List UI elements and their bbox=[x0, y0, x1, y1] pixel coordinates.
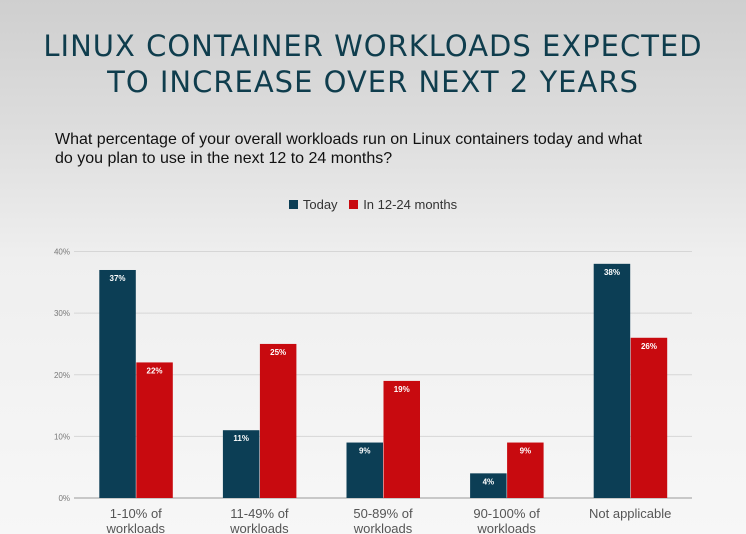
bar-future bbox=[259, 343, 297, 498]
bar-future bbox=[630, 337, 668, 498]
legend-swatch-today bbox=[288, 200, 298, 210]
x-tick-label: workloads bbox=[106, 521, 166, 534]
legend-item-future: In 12-24 months bbox=[349, 197, 457, 212]
y-tick-label: 0% bbox=[58, 494, 70, 503]
y-tick-label: 40% bbox=[54, 248, 70, 257]
data-label: 25% bbox=[270, 348, 286, 357]
data-label: 9% bbox=[520, 447, 532, 456]
bar-today bbox=[470, 473, 507, 498]
x-tick-label: workloads bbox=[476, 521, 536, 534]
chart-question-line-2: do you plan to use in the next 12 to 24 … bbox=[55, 150, 393, 167]
data-label: 37% bbox=[110, 274, 126, 283]
bar-today bbox=[346, 442, 383, 498]
data-label: 19% bbox=[394, 385, 410, 394]
bar-future bbox=[507, 442, 544, 498]
x-tick-label: 50-89% of bbox=[353, 506, 413, 521]
x-tick-label: 90-100% of bbox=[473, 506, 540, 521]
data-label: 4% bbox=[483, 477, 495, 486]
x-tick-label: workloads bbox=[353, 521, 413, 534]
bar-today bbox=[222, 430, 260, 498]
data-label: 9% bbox=[359, 447, 371, 456]
y-tick-label: 10% bbox=[54, 432, 70, 441]
y-tick-label: 20% bbox=[54, 371, 70, 380]
chart-title: LINUX CONTAINER WORKLOADS EXPECTED TO IN… bbox=[0, 28, 746, 100]
chart-question: What percentage of your overall workload… bbox=[55, 130, 705, 168]
x-tick-label: Not applicable bbox=[589, 506, 671, 521]
bar-future bbox=[383, 380, 420, 498]
legend-label-future: In 12-24 months bbox=[363, 197, 458, 212]
chart-legend: Today In 12-24 months bbox=[0, 197, 746, 212]
data-label: 38% bbox=[604, 268, 620, 277]
data-label: 26% bbox=[641, 342, 657, 351]
data-label: 22% bbox=[147, 366, 163, 375]
bar-today bbox=[593, 263, 631, 498]
legend-swatch-future bbox=[349, 200, 359, 210]
legend-label-today: Today bbox=[302, 197, 338, 212]
bar-future bbox=[136, 362, 173, 498]
x-tick-label: 11-49% of bbox=[230, 506, 289, 521]
legend-item-today: Today bbox=[288, 197, 338, 212]
bar-today bbox=[99, 269, 136, 498]
chart-title-line-1: LINUX CONTAINER WORKLOADS EXPECTED bbox=[43, 29, 703, 63]
chart-question-line-1: What percentage of your overall workload… bbox=[55, 131, 643, 148]
x-tick-label: workloads bbox=[229, 521, 289, 534]
data-label: 11% bbox=[233, 434, 249, 443]
x-tick-label: 1-10% of bbox=[110, 506, 162, 521]
chart-title-line-2: TO INCREASE OVER NEXT 2 YEARS bbox=[107, 65, 639, 99]
y-tick-label: 30% bbox=[54, 309, 70, 318]
